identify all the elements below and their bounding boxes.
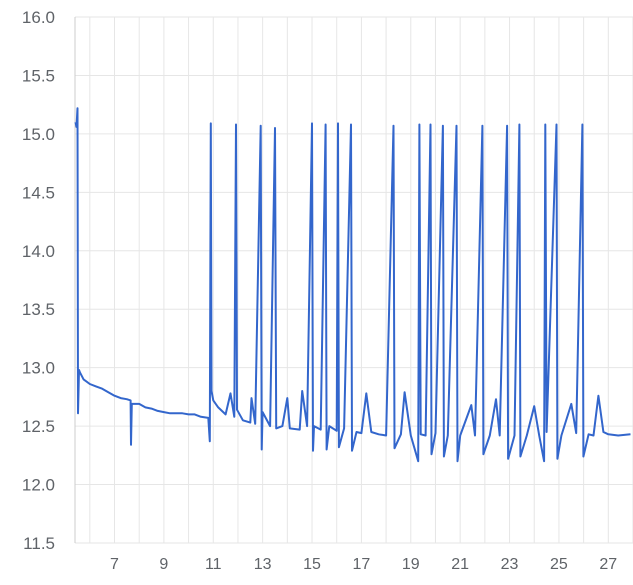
x-tick-label: 9 [159, 556, 168, 573]
series-line [74, 107, 631, 463]
gridlines [74, 16, 633, 544]
y-tick-label: 13.5 [22, 300, 55, 319]
y-axis-ticks: 11.5 12.0 12.5 13.0 13.5 14.0 14.5 15.0 15.5 16.0 [22, 8, 55, 553]
y-tick-label: 12.0 [22, 476, 55, 495]
x-tick-label: 23 [501, 556, 519, 573]
y-tick-label: 16.0 [22, 8, 55, 27]
y-tick-label: 11.5 [23, 534, 55, 553]
x-tick-label: 21 [451, 556, 469, 573]
y-tick-label: 13.0 [22, 359, 55, 378]
x-tick-label: 7 [110, 556, 119, 573]
x-tick-label: 25 [550, 556, 568, 573]
x-tick-label: 19 [402, 556, 420, 573]
y-tick-label: 15.0 [22, 125, 55, 144]
series-group [74, 107, 631, 463]
x-tick-label: 27 [599, 556, 617, 573]
x-tick-label: 17 [353, 556, 371, 573]
y-tick-label: 12.5 [22, 417, 55, 436]
x-tick-label: 15 [303, 556, 321, 573]
y-tick-label: 14.5 [22, 183, 55, 202]
y-tick-label: 15.5 [22, 66, 55, 85]
x-axis-ticks: 7 9 11 13 15 17 19 21 23 25 27 [110, 556, 617, 573]
y-tick-label: 14.0 [22, 242, 55, 261]
x-tick-label: 13 [254, 556, 272, 573]
x-tick-label: 11 [205, 556, 222, 573]
